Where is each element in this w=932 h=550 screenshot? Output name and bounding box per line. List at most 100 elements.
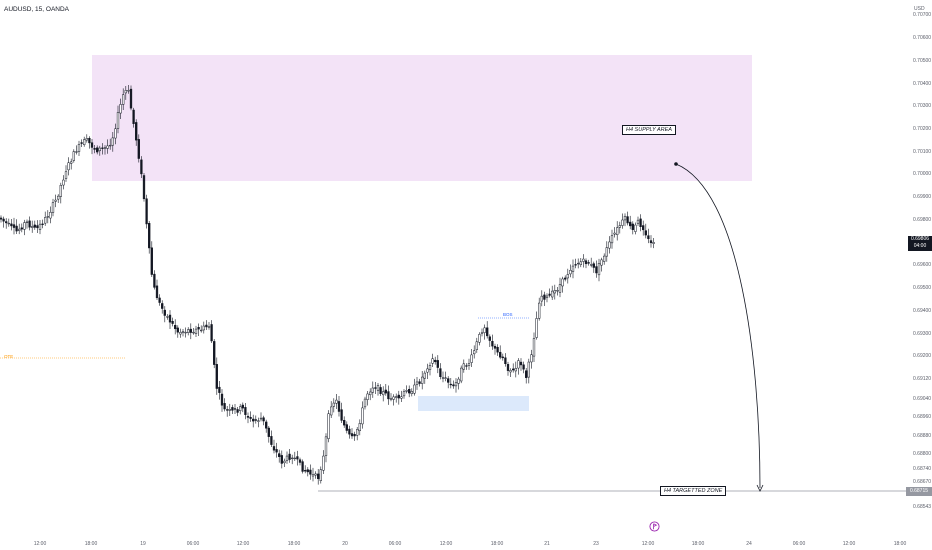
last-price-badge: 0.69806 04:00 [908,236,932,251]
candle-body [473,350,476,355]
candle-body [57,195,60,200]
time-axis[interactable]: 12:00 18:00 19 06:00 12:00 18:00 20 06:00 12:00 1… [34,541,907,547]
candle-body [288,453,291,460]
price-tick-label: 0.68543 [913,504,931,510]
candle-body [109,144,112,147]
candle-body [577,262,580,265]
supply-area-label: H4 SUPPLY AREA [622,125,676,135]
candle-body [54,199,57,202]
candle-body [527,361,530,378]
candle-body [44,217,47,224]
candle-body [241,404,244,409]
candle-body [218,386,221,393]
candle-body [31,226,34,228]
candle-body [272,446,276,451]
candle-body [51,202,55,213]
candle-body [488,336,491,341]
candle-body [140,159,143,175]
candle-body [613,232,616,235]
candle-body [587,262,590,264]
candle-body [512,368,515,371]
candle-body [262,417,265,422]
time-tick-label: 12:00 [843,541,856,547]
candle-body [28,220,31,228]
candle-body [543,294,546,300]
price-tick-label: 0.69800 [913,217,931,223]
candle-body [449,383,452,386]
candle-body [564,277,567,280]
candle-body [327,413,330,439]
candle-body [116,112,120,129]
candle-body [499,351,502,358]
candle-body [441,377,445,379]
candle-body [371,387,374,393]
candle-body [506,364,510,371]
candle-body [548,293,551,296]
price-tick-label: 0.70400 [913,81,931,87]
candle-body [444,377,447,379]
candle-body [496,346,499,353]
price-tick-label: 0.69200 [913,353,931,359]
candle-body [421,376,424,384]
candle-body [467,363,471,366]
candle-body [525,370,528,378]
candle-body [574,264,577,266]
candle-body [239,406,242,411]
price-tick-label: 0.69300 [913,331,931,337]
candle-body [610,235,614,244]
candle-body [296,456,299,460]
candle-body [25,221,29,223]
candle-body [501,356,504,359]
candle-body [311,474,315,477]
candle-body [137,139,140,159]
candle-body [280,455,283,464]
candle-body [98,147,101,152]
candle-body [166,316,169,318]
time-tick-label: 12:00 [440,541,453,547]
candle-body [582,258,585,262]
candle-body [532,338,536,357]
candle-body [132,109,135,124]
candle-body [387,391,390,400]
candle-body [631,223,634,230]
candle-body [600,259,603,266]
candle-body [33,224,36,228]
candle-body [210,324,213,342]
candle-body [454,382,458,387]
candle-body [545,295,549,298]
candle-body [436,360,439,368]
candle-body [558,284,562,293]
bos-label: BOS [503,312,513,317]
price-tick-label: 0.69120 [913,376,931,382]
candle-body [205,324,208,328]
candle-body [566,274,569,279]
price-axis[interactable]: 0.70700 0.70600 0.70500 0.70400 0.70300 0.702… [913,12,931,510]
candle-body [0,217,3,220]
candle-body [605,247,608,257]
projection-start-dot [674,162,678,166]
candle-body [38,223,42,230]
candle-body [452,384,455,387]
candle-body [304,470,307,472]
price-tick-label: 0.68740 [913,466,931,472]
flag-icon[interactable] [649,521,660,532]
candle-body [504,357,507,364]
candle-body [597,263,601,276]
candle-body [579,261,582,265]
last-price-value: 0.69806 [910,236,930,242]
candle-body [434,359,437,363]
candle-body [621,219,624,226]
candle-body [382,391,385,396]
price-tick-label: 0.68800 [913,451,931,457]
price-tick-label: 0.70200 [913,126,931,132]
candle-body [652,242,655,244]
candle-body [252,418,255,422]
candle-body [298,459,302,463]
candle-body [569,270,572,275]
candle-body [379,387,382,394]
time-tick-label: 06:00 [187,541,200,547]
candle-body [174,324,177,330]
candle-body [124,90,127,94]
candle-body [129,88,133,109]
